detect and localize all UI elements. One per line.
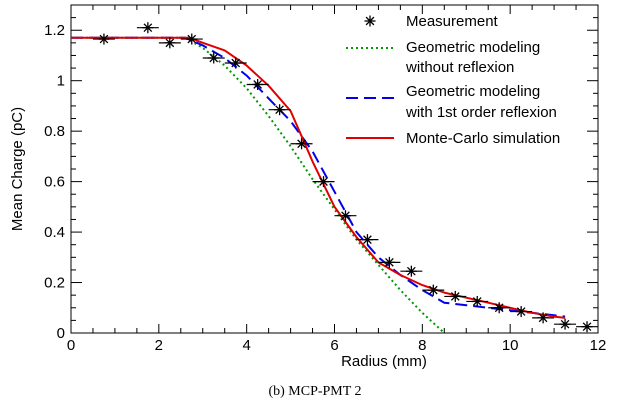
legend-marker-measurement [364,15,376,27]
legend-label-geometric-no-reflexion-2: without reflexion [405,59,514,76]
measurement-point [186,33,198,45]
measurement-point [274,104,286,116]
legend-entry-geometric-reflexion: Geometric modeling with 1st order reflex… [346,83,557,121]
y-axis-ticks: 0 0.2 0.4 0.6 0.8 1 1.2 [44,4,598,342]
marker-stroke [428,285,438,295]
legend-label-monte-carlo: Monte-Carlo simulation [406,130,560,147]
x-tick-label: 0 [67,337,75,354]
measurement-point [493,302,505,314]
legend-star [364,15,376,27]
marker-stroke [363,235,372,244]
series-line-0 [71,36,445,334]
legend: Measurement Geometric modeling without r… [346,13,560,147]
marker-stroke [187,34,197,44]
x-tick-label: 2 [155,337,163,354]
marker-stroke [253,80,262,89]
figure-caption: (b) MCP-PMT 2 [268,384,362,399]
y-tick-label: 0 [57,325,65,342]
measurement-point [296,138,308,150]
measurement-point [537,312,549,324]
measurement-point [427,284,439,296]
legend-entry-measurement: Measurement [364,13,499,30]
marker-stroke [143,23,153,33]
measurement-point [252,78,264,90]
marker-stroke [165,38,175,48]
legend-label-geometric-reflexion-2: with 1st order reflexion [405,104,557,121]
x-tick-label: 4 [242,337,250,354]
y-tick-label: 0.6 [44,174,65,191]
x-axis-label: Radius (mm) [341,353,427,370]
x-axis-ticks: 0 2 4 6 8 10 12 [67,5,607,354]
x-tick-label: 12 [590,337,607,354]
y-tick-label: 1 [57,73,65,90]
measurement-point [164,37,176,49]
marker-stroke [341,211,350,221]
x-tick-label: 6 [330,337,338,354]
measurement-point [208,52,220,64]
marker-stroke [450,292,460,301]
measurement-point [230,57,242,69]
measurement-point [581,321,593,333]
series-line-2 [71,36,566,319]
measurement-point [559,318,571,330]
x-tick-label: 10 [502,337,519,354]
measurement-point [515,306,527,318]
marker-stroke [472,297,482,306]
y-tick-label: 0.2 [44,275,65,292]
marker-stroke [365,16,375,26]
marker-stroke [385,258,394,267]
y-tick-label: 0.4 [44,224,65,241]
legend-label-measurement: Measurement [406,13,499,30]
marker-stroke [319,177,328,186]
marker-stroke [582,322,592,332]
marker-stroke [275,105,284,115]
measurement-point [405,265,417,277]
marker-stroke [99,34,109,44]
legend-entry-monte-carlo: Monte-Carlo simulation [346,130,560,147]
legend-entry-geometric-no-reflexion: Geometric modeling without reflexion [346,39,540,76]
chart-canvas: 0 2 4 6 8 10 12 00.20.40.60.811.2 Radius (mm) … [9,4,607,370]
y-tick-label: 1.2 [44,22,65,39]
measurement-points [92,22,598,333]
marker-stroke [538,313,548,323]
measurement-point [142,22,154,34]
marker-stroke [516,307,526,316]
marker-stroke [297,139,306,149]
measurement-point [449,290,461,302]
measurement-point [361,234,373,246]
marker-stroke [560,319,570,329]
measurement-point [383,256,395,268]
y-axis-label: Mean Charge (pC) [9,107,26,231]
x-tick-label: 8 [418,337,426,354]
y-tick-label: 0.8 [44,123,65,140]
series-line-1 [71,36,566,318]
measurement-point [318,176,330,188]
marker-stroke [494,303,504,313]
measurement-point [471,295,483,307]
marker-stroke [407,266,416,276]
legend-label-geometric-no-reflexion-1: Geometric modeling [406,39,540,56]
marker-stroke [231,58,241,68]
measurement-point [339,210,351,222]
measurement-point [98,33,110,45]
legend-label-geometric-reflexion-1: Geometric modeling [406,83,540,100]
marker-stroke [209,53,219,63]
